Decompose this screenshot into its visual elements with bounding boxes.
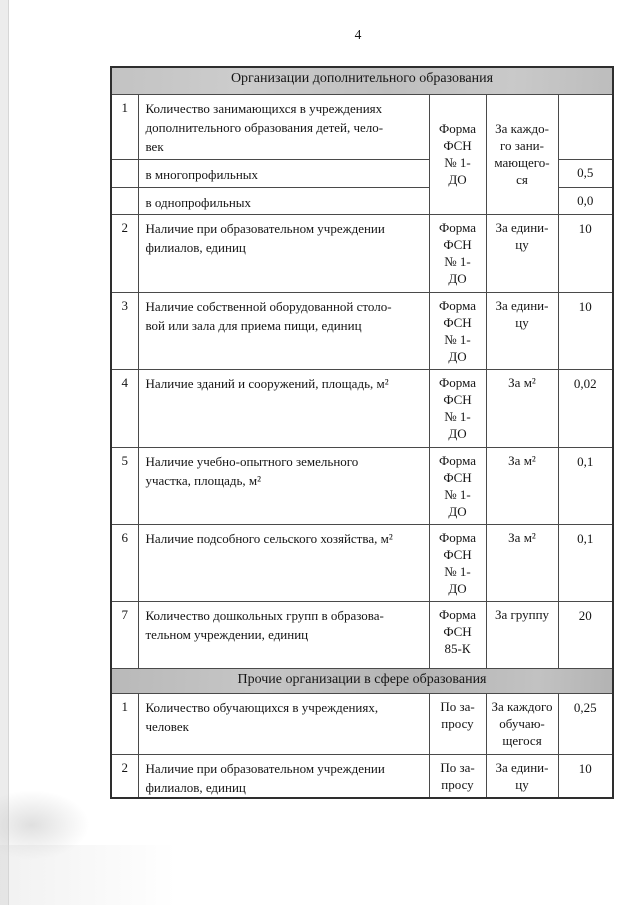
- row-number-cell: 7: [110, 600, 139, 669]
- unit-cell: За м²: [485, 523, 559, 602]
- row-number-cell: 2: [110, 213, 139, 293]
- form-source-cell: Форма ФСН № 1- ДО: [428, 368, 487, 448]
- row-number-cell: [110, 186, 139, 215]
- unit-cell: За каждо- го зани- мающего- ся: [485, 93, 559, 215]
- value-cell: 0,0: [557, 186, 614, 215]
- value-cell: 20: [557, 600, 614, 669]
- value-cell: 10: [557, 753, 614, 798]
- table-row: 1 Количество обучающихся в учреждениях, …: [110, 692, 614, 755]
- tariff-table: Организации дополнительного образования …: [110, 66, 614, 799]
- unit-cell: За группу: [485, 600, 559, 669]
- table-row: 6 Наличие подсобного сельского хозяйства…: [110, 523, 614, 602]
- description-cell: Наличие собственной оборудованной столо-…: [137, 291, 430, 370]
- value-cell: 0,1: [557, 523, 614, 602]
- description-cell: Наличие подсобного сельского хозяйства, …: [137, 523, 430, 602]
- description-cell: в однопрофильных: [137, 186, 430, 215]
- description-cell: в многопрофильных: [137, 158, 430, 188]
- row-number-cell: 3: [110, 291, 139, 370]
- table-row: 5 Наличие учебно-опытного земельного уча…: [110, 446, 614, 525]
- description-cell: Наличие при образовательном учреждении ф…: [137, 753, 430, 798]
- description-cell: Наличие учебно-опытного земельного участ…: [137, 446, 430, 525]
- row-number-cell: 5: [110, 446, 139, 525]
- value-cell: 0,5: [557, 158, 614, 188]
- section-header-row: Организации дополнительного образования: [110, 66, 614, 95]
- form-source-cell: Форма ФСН 85-К: [428, 600, 487, 669]
- value-cell: 0,25: [557, 692, 614, 755]
- value-cell: 10: [557, 291, 614, 370]
- unit-cell: За едини- цу: [485, 213, 559, 293]
- form-source-cell: По за- просу: [428, 692, 487, 755]
- scan-smudge: [0, 790, 90, 860]
- unit-cell: За м²: [485, 446, 559, 525]
- form-source-cell: Форма ФСН № 1- ДО: [428, 93, 487, 215]
- scan-smudge: [0, 845, 220, 905]
- description-cell: Наличие при образовательном учреждении ф…: [137, 213, 430, 293]
- form-source-cell: Форма ФСН № 1- ДО: [428, 523, 487, 602]
- row-number-cell: 1: [110, 93, 139, 160]
- form-source-cell: Форма ФСН № 1- ДО: [428, 291, 487, 370]
- form-source-cell: Форма ФСН № 1- ДО: [428, 213, 487, 293]
- description-cell: Наличие зданий и сооружений, площадь, м²: [137, 368, 430, 448]
- row-number-cell: [110, 158, 139, 188]
- unit-cell: За каждого обучаю- щегося: [485, 692, 559, 755]
- description-cell: Количество дошкольных групп в образова- …: [137, 600, 430, 669]
- page-edge-shadow: [0, 0, 9, 905]
- value-cell: 10: [557, 213, 614, 293]
- form-source-cell: Форма ФСН № 1- ДО: [428, 446, 487, 525]
- section-title: Организации дополнительного образования: [110, 66, 614, 95]
- form-source-cell: По за- просу: [428, 753, 487, 798]
- value-cell: 0,02: [557, 368, 614, 448]
- table-row: 4 Наличие зданий и сооружений, площадь, …: [110, 368, 614, 448]
- section-title: Прочие организации в сфере образования: [110, 667, 614, 694]
- value-cell: [557, 93, 614, 160]
- table-subrow: в однопрофильных 0,0: [110, 186, 614, 215]
- value-cell: 0,1: [557, 446, 614, 525]
- unit-cell: За едини- цу: [485, 291, 559, 370]
- table-subrow: в многопрофильных 0,5: [110, 158, 614, 188]
- row-number-cell: 2: [110, 753, 139, 798]
- row-number-cell: 4: [110, 368, 139, 448]
- row-number-cell: 6: [110, 523, 139, 602]
- unit-cell: За едини- цу: [485, 753, 559, 798]
- table-row: 3 Наличие собственной оборудованной стол…: [110, 291, 614, 370]
- row-number-cell: 1: [110, 692, 139, 755]
- section-header-row: Прочие организации в сфере образования: [110, 667, 614, 694]
- description-cell: Количество обучающихся в учреждениях, че…: [137, 692, 430, 755]
- table-row: 2 Наличие при образовательном учреждении…: [110, 213, 614, 293]
- description-cell: Количество занимающихся в учреждениях до…: [137, 93, 430, 160]
- unit-cell: За м²: [485, 368, 559, 448]
- table-row: 2 Наличие при образовательном учреждении…: [110, 753, 614, 798]
- page-number: 4: [354, 27, 362, 42]
- table-row: 1 Количество занимающихся в учреждениях …: [110, 93, 614, 215]
- table-row: 7 Количество дошкольных групп в образова…: [110, 600, 614, 669]
